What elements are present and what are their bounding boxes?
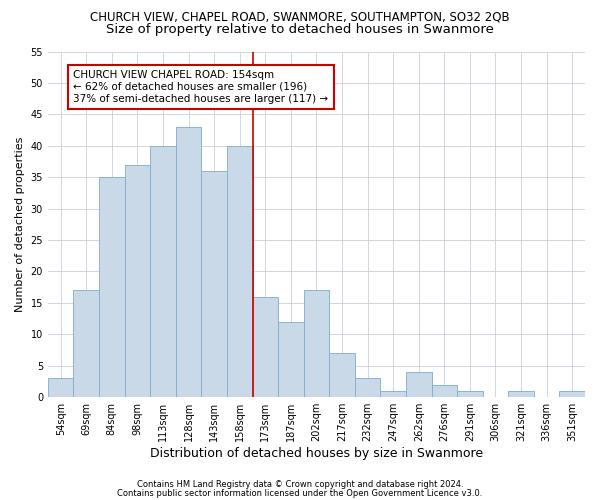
Bar [202, 171, 227, 397]
Bar [99, 177, 125, 397]
Bar [73, 290, 99, 397]
Bar [125, 164, 150, 397]
Bar [355, 378, 380, 397]
Text: Size of property relative to detached houses in Swanmore: Size of property relative to detached ho… [106, 22, 494, 36]
Bar [278, 322, 304, 397]
Text: Contains HM Land Registry data © Crown copyright and database right 2024.: Contains HM Land Registry data © Crown c… [137, 480, 463, 489]
Bar [48, 378, 73, 397]
X-axis label: Distribution of detached houses by size in Swanmore: Distribution of detached houses by size … [150, 447, 483, 460]
Bar [508, 391, 534, 397]
Bar [457, 391, 482, 397]
Bar [406, 372, 431, 397]
Y-axis label: Number of detached properties: Number of detached properties [15, 136, 25, 312]
Bar [150, 146, 176, 397]
Text: Contains public sector information licensed under the Open Government Licence v3: Contains public sector information licen… [118, 488, 482, 498]
Bar [329, 353, 355, 397]
Bar [559, 391, 585, 397]
Text: CHURCH VIEW, CHAPEL ROAD, SWANMORE, SOUTHAMPTON, SO32 2QB: CHURCH VIEW, CHAPEL ROAD, SWANMORE, SOUT… [90, 10, 510, 23]
Text: CHURCH VIEW CHAPEL ROAD: 154sqm
← 62% of detached houses are smaller (196)
37% o: CHURCH VIEW CHAPEL ROAD: 154sqm ← 62% of… [73, 70, 329, 104]
Bar [176, 127, 202, 397]
Bar [431, 384, 457, 397]
Bar [304, 290, 329, 397]
Bar [227, 146, 253, 397]
Bar [380, 391, 406, 397]
Bar [253, 296, 278, 397]
